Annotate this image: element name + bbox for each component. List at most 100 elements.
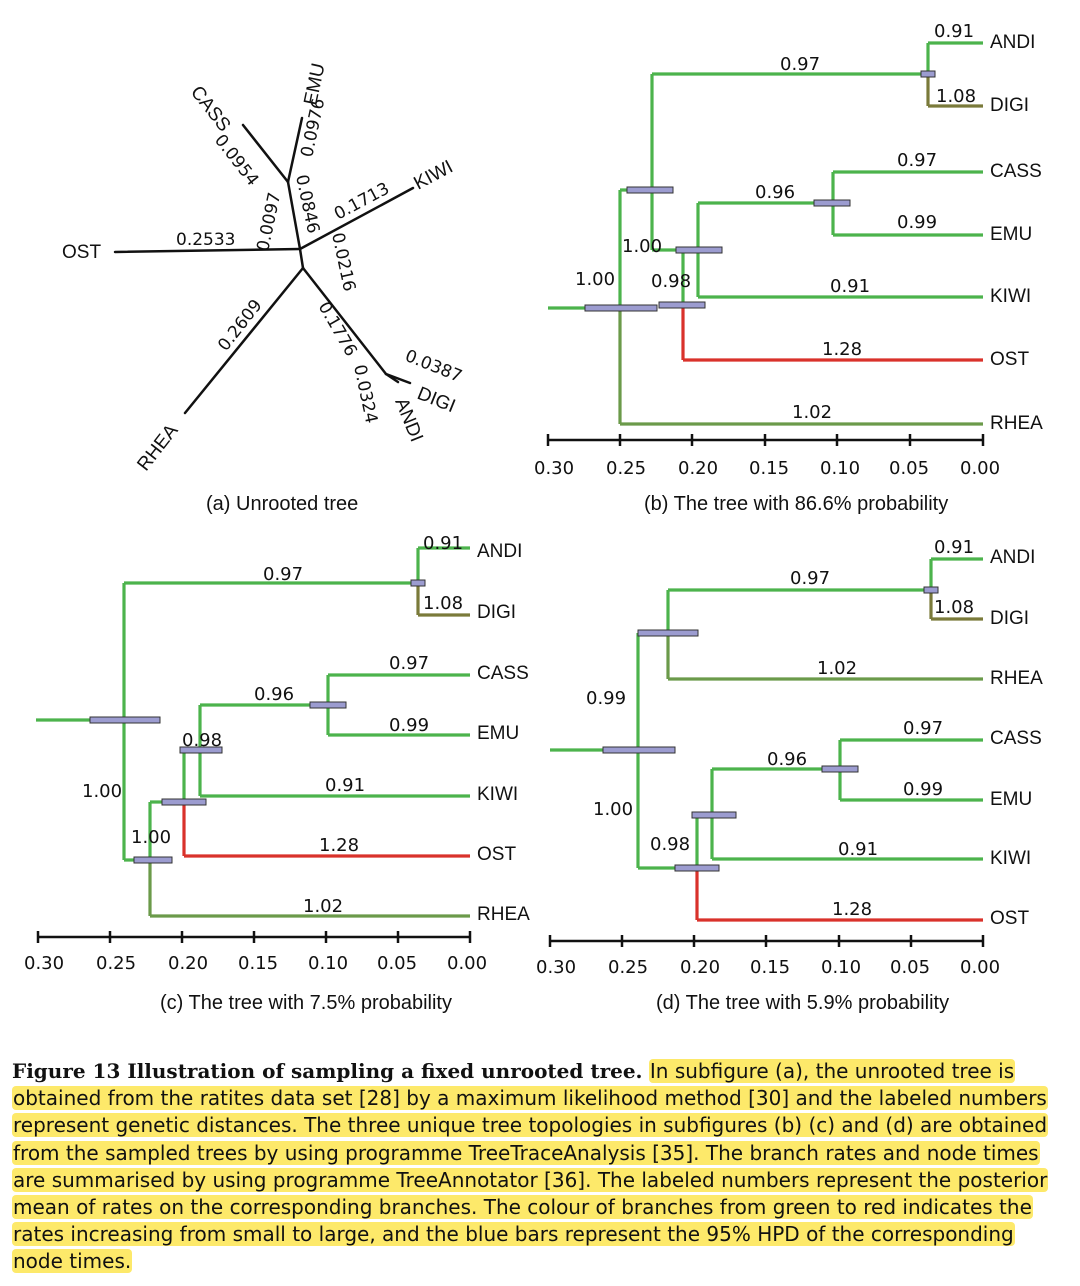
rate-label: 0.97 [780, 54, 820, 75]
axis-tick-label: 0.10 [308, 953, 348, 974]
rate-label: 0.97 [263, 564, 303, 585]
hpd-bar [133, 856, 173, 864]
axis-tick-label: 0.00 [960, 458, 1000, 479]
hpd-bar [920, 70, 936, 78]
caption-body-highlighted: In subfigure (a), the unrooted tree is o… [12, 1059, 1049, 1274]
rate-label: 1.00 [82, 781, 122, 802]
rate-label: 0.91 [838, 839, 878, 860]
rate-label: 0.91 [325, 775, 365, 796]
tip-label-ost: OST [990, 349, 1029, 370]
rate-label: 0.91 [934, 537, 974, 558]
axis-tick-label: 0.10 [820, 458, 860, 479]
rate-label: 1.00 [593, 799, 633, 820]
hpd-bar [658, 301, 706, 309]
rate-label: 0.98 [650, 834, 690, 855]
hpd-bar [602, 746, 676, 754]
tip-label-ost: OST [477, 844, 516, 865]
panel-a-caption: (a) Unrooted tree [206, 493, 358, 515]
hpd-bar [821, 765, 859, 773]
hpd-bar [675, 246, 723, 254]
distance-label-emu: 0.0976 [297, 97, 329, 159]
branch-emu [286, 116, 304, 184]
panel-a-unrooted-tree: OST CASS EMU KIWI DIGI ANDI RHEA 0.2533 … [62, 61, 465, 515]
axis-tick-label: 0.05 [890, 957, 930, 978]
tip-label-ost: OST [62, 242, 101, 263]
rate-label: 1.00 [575, 269, 615, 290]
distance-label-kiwi: 0.1713 [331, 179, 393, 225]
tip-label-kiwi: KIWI [990, 848, 1031, 869]
tip-label-andi: ANDI [477, 541, 522, 562]
tip-label-rhea: RHEA [990, 668, 1043, 689]
rate-label: 1.28 [822, 339, 862, 360]
axis-tick-label: 0.00 [960, 957, 1000, 978]
hpd-bar [584, 304, 658, 312]
tip-label-rhea: RHEA [477, 904, 530, 925]
rate-label: 0.96 [755, 182, 795, 203]
tip-label-rhea: RHEA [990, 413, 1043, 434]
rate-label: 0.96 [254, 684, 294, 705]
branch-kiwi [298, 186, 415, 251]
rate-label: 0.91 [423, 533, 463, 554]
rate-label: 0.98 [651, 271, 691, 292]
rate-label: 1.28 [832, 899, 872, 920]
hpd-bar [813, 199, 851, 207]
distance-label-andi: 0.0324 [349, 363, 381, 425]
hpd-bar [89, 716, 161, 724]
tip-label-digi: DIGI [990, 608, 1029, 629]
figure-caption: Figure 13 Illustration of sampling a fix… [12, 1058, 1068, 1276]
tip-label-digi: DIGI [990, 95, 1029, 116]
distance-label-ost: 0.2533 [176, 230, 235, 250]
rate-label: 1.02 [303, 896, 343, 917]
distance-label-internal-3: 0.0216 [327, 231, 359, 293]
axis-tick-label: 0.05 [889, 458, 929, 479]
hpd-bar [161, 798, 207, 806]
tip-label-kiwi: KIWI [990, 286, 1031, 307]
axis-tick-label: 0.00 [447, 953, 487, 974]
hpd-bar [674, 864, 720, 872]
panel-b-tree: ANDI DIGI CASS EMU KIWI OST RHEA 0.91 1.… [534, 21, 1043, 515]
tip-label-cass: CASS [990, 728, 1042, 749]
axis-tick-label: 0.20 [168, 953, 208, 974]
figure-13: OST CASS EMU KIWI DIGI ANDI RHEA 0.2533 … [24, 21, 1043, 1014]
panel-c-caption: (c) The tree with 7.5% probability [160, 992, 452, 1014]
rate-label: 0.97 [903, 718, 943, 739]
axis-tick-label: 0.20 [680, 957, 720, 978]
rate-label: 1.08 [423, 593, 463, 614]
caption-title: Figure 13 Illustration of sampling a fix… [12, 1059, 643, 1083]
axis-tick-label: 0.30 [536, 957, 576, 978]
tip-label-emu: EMU [477, 723, 519, 744]
rate-label: 0.99 [897, 212, 937, 233]
axis-tick-label: 0.05 [377, 953, 417, 974]
rate-label: 1.00 [622, 236, 662, 257]
hpd-bar [179, 746, 223, 754]
tip-label-digi: DIGI [414, 383, 458, 417]
rate-label: 0.91 [830, 276, 870, 297]
rate-label: 0.96 [767, 749, 807, 770]
tip-label-andi: ANDI [990, 32, 1035, 53]
tip-label-cass: CASS [477, 663, 529, 684]
tip-label-cass: CASS [990, 161, 1042, 182]
axis-tick-label: 0.10 [821, 957, 861, 978]
rate-label: 1.00 [131, 827, 171, 848]
rate-label: 0.97 [389, 653, 429, 674]
distance-label-digi: 0.0387 [402, 346, 465, 387]
panel-d-caption: (d) The tree with 5.9% probability [656, 992, 949, 1014]
hpd-bar [923, 586, 939, 594]
branch-internal-root [298, 247, 305, 270]
tip-label-kiwi: KIWI [410, 157, 456, 195]
rate-label: 1.28 [319, 835, 359, 856]
panel-b-caption: (b) The tree with 86.6% probability [644, 493, 948, 515]
branch-ost [113, 247, 302, 254]
branch-rhea [183, 266, 305, 415]
tip-label-kiwi: KIWI [477, 784, 518, 805]
rate-label: 0.98 [182, 730, 222, 751]
hpd-bar [626, 186, 674, 194]
rate-label: 0.97 [790, 568, 830, 589]
tip-label-rhea: RHEA [133, 420, 182, 475]
axis-tick-label: 0.15 [750, 957, 790, 978]
panel-c-tree: ANDI DIGI CASS EMU KIWI OST RHEA 0.91 1.… [24, 533, 530, 1014]
branch-cass [241, 123, 290, 184]
tip-label-andi: ANDI [990, 547, 1035, 568]
hpd-bar [410, 579, 426, 587]
tip-label-emu: EMU [990, 224, 1032, 245]
